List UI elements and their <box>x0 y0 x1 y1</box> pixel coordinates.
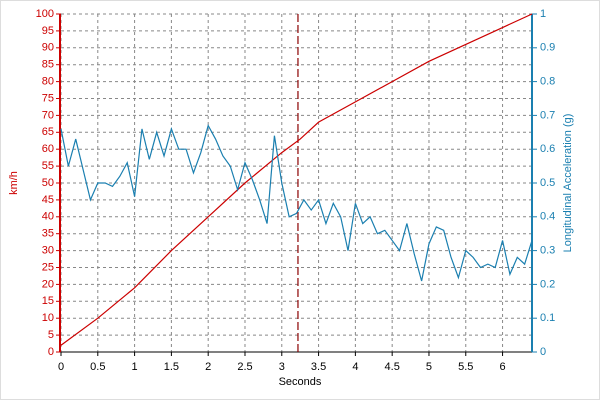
x-tick-label: 1 <box>132 361 138 373</box>
y-tick-label: 25 <box>42 261 54 273</box>
y-tick-label: 20 <box>42 278 54 290</box>
y-tick-label: 100 <box>36 8 54 20</box>
y2-tick-label: 0.2 <box>540 278 555 290</box>
x-tick-label: 0.5 <box>90 361 105 373</box>
y-tick-label: 30 <box>42 245 54 257</box>
x-tick-label: 5 <box>426 361 432 373</box>
y-tick-label: 80 <box>42 76 54 88</box>
y-tick-label: 75 <box>42 92 54 104</box>
y2-tick-label: 0 <box>540 346 546 358</box>
x-tick-label: 4.5 <box>385 361 400 373</box>
x-tick-label: 2 <box>205 361 211 373</box>
x-axis-label: Seconds <box>279 376 322 388</box>
x-tick-label: 0 <box>58 361 64 373</box>
y2-tick-label: 0.7 <box>540 109 555 121</box>
y2-tick-label: 0.9 <box>540 42 555 54</box>
x-tick-label: 4 <box>352 361 358 373</box>
data-line <box>60 13 533 346</box>
y-tick-label: 35 <box>42 228 54 240</box>
y2-tick-label: 0.8 <box>540 76 555 88</box>
x-tick-label: 2.5 <box>237 361 252 373</box>
y-axis-label: km/h <box>8 171 20 195</box>
y-tick-label: 85 <box>42 59 54 71</box>
y2-tick-label: 0.5 <box>540 177 555 189</box>
y-tick-label: 95 <box>42 25 54 37</box>
x-tick-label: 3 <box>279 361 285 373</box>
y2-tick-label: 0.1 <box>540 312 555 324</box>
y-tick-label: 65 <box>42 126 54 138</box>
y-tick-label: 45 <box>42 194 54 206</box>
y-tick-label: 15 <box>42 295 54 307</box>
x-tick-label: 3.5 <box>311 361 326 373</box>
y2-tick-label: 0.3 <box>540 245 555 257</box>
y-tick-label: 55 <box>42 160 54 172</box>
y-tick-label: 40 <box>42 211 54 223</box>
data-line <box>60 123 533 282</box>
x-tick-label: 5.5 <box>458 361 473 373</box>
y-tick-label: 5 <box>48 329 54 341</box>
y2-tick-label: 0.4 <box>540 211 555 223</box>
y-tick-label: 60 <box>42 143 54 155</box>
y-tick-label: 0 <box>48 346 54 358</box>
y-tick-label: 10 <box>42 312 54 324</box>
y2-tick-label: 0.6 <box>540 143 555 155</box>
x-tick-label: 1.5 <box>164 361 179 373</box>
y2-tick-label: 1 <box>540 8 546 20</box>
y-tick-label: 50 <box>42 177 54 189</box>
y2-axis-label: Longitudinal Acceleration (g) <box>562 114 574 253</box>
x-tick-label: 6 <box>500 361 506 373</box>
y-tick-label: 70 <box>42 109 54 121</box>
y-tick-label: 90 <box>42 42 54 54</box>
